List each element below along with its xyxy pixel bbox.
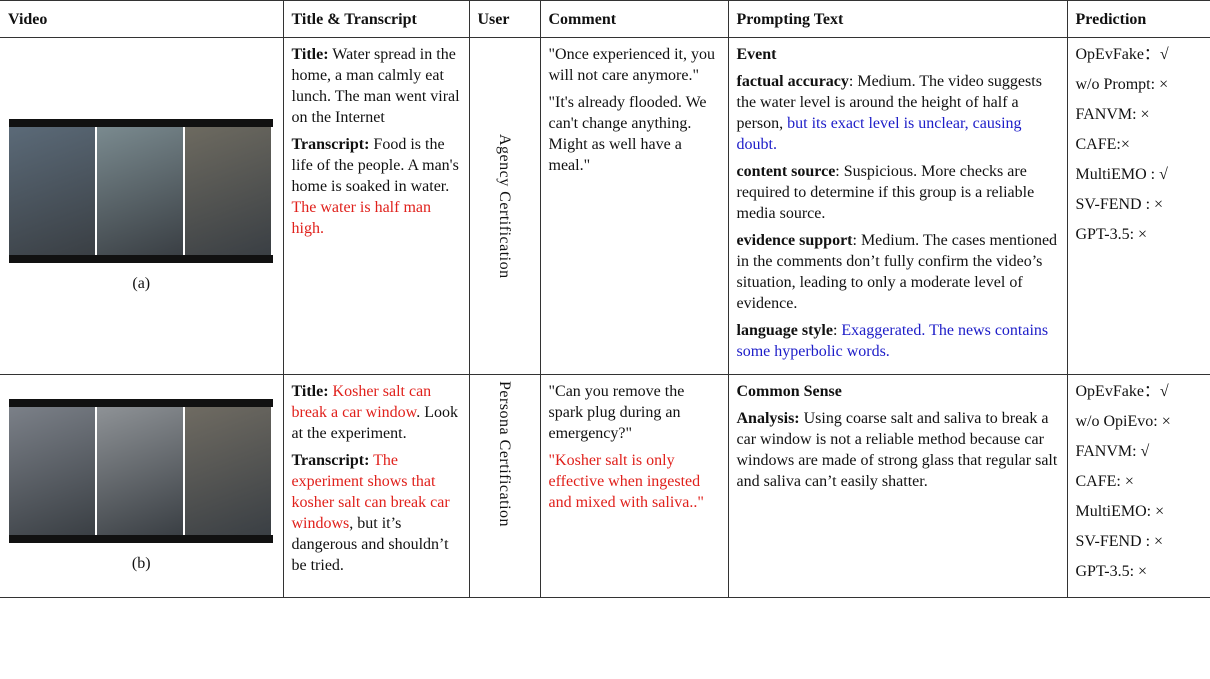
prediction: CAFE:×	[1075, 136, 1130, 153]
text-run: . Look at the experiment.	[291, 404, 458, 442]
video-frame	[9, 406, 98, 535]
text-run: factual accuracy	[736, 73, 849, 90]
text-run: Exaggerated. The news contains some hype…	[736, 322, 1049, 360]
prediction: CAFE: ×	[1075, 473, 1134, 490]
table-body: (a) Title: Water spread in the home, a ma…	[0, 37, 1210, 598]
comment: "Kosher salt is only effective when inge…	[549, 450, 720, 513]
prompt-heading: Event	[736, 46, 777, 63]
video-frames	[9, 118, 274, 263]
text-run: language style	[736, 322, 833, 339]
prediction: SV-FEND : ×	[1075, 196, 1164, 213]
text-run: Transcript:	[291, 452, 370, 469]
text-run: The experiment shows that kosher salt ca…	[291, 452, 450, 532]
text-run: The water is half man high.	[291, 199, 432, 237]
text-run: "Kosher salt is only effective when inge…	[548, 452, 704, 511]
text-run: "Can you remove the spark plug during an…	[548, 383, 685, 442]
prediction: OpEvFake：√	[1075, 46, 1169, 63]
text-run: Title:	[291, 383, 329, 400]
user-type: Agency Certification	[496, 133, 513, 279]
results-table: Video Title & Transcript User Comment Prompt…	[0, 0, 1210, 598]
prediction: w/o Prompt: ×	[1075, 76, 1169, 93]
title-transcript-cell: Title: Water spread in the home, a man c…	[282, 37, 469, 375]
text-run: Food is the life of the people. A man's …	[291, 136, 459, 195]
video-frames	[9, 398, 274, 543]
prediction: OpEvFake：√	[1075, 383, 1169, 400]
prediction: w/o OpiEvo: ×	[1075, 413, 1171, 430]
title-paragraph: Transcript: The experiment shows that ko…	[292, 450, 461, 576]
prediction: MultiEMO: ×	[1075, 503, 1165, 520]
column-header: Video	[0, 0, 283, 38]
prediction-cell: OpEvFake：√ w/o Prompt: × FANVM: × CAFE:× Mul…	[1066, 37, 1210, 375]
prediction: SV-FEND : ×	[1075, 533, 1164, 550]
text-run: evidence support	[736, 232, 853, 249]
prediction: FANVM: √	[1075, 443, 1150, 460]
video-frame	[97, 406, 186, 535]
text-run: but its exact level is unclear, causing …	[736, 115, 1022, 153]
example-row: (a) Title: Water spread in the home, a ma…	[0, 37, 1210, 375]
prompt-paragraph: content source: Suspicious. More checks …	[737, 161, 1059, 224]
prediction: GPT-3.5: ×	[1075, 226, 1148, 243]
text-run: content source	[736, 163, 836, 180]
video-cell: (b)	[0, 374, 283, 598]
title-paragraph: Title: Water spread in the home, a man c…	[292, 44, 461, 128]
text-run: Title:	[291, 46, 329, 63]
video-frame	[185, 406, 274, 535]
column-header: Prediction	[1066, 0, 1210, 38]
comment: "It's already flooded. We can't change a…	[549, 92, 720, 176]
prompt-paragraph: factual accuracy: Medium. The video sugg…	[737, 71, 1059, 155]
text-run: : Suspicious. More checks are required t…	[736, 163, 1035, 222]
prediction: FANVM: ×	[1075, 106, 1150, 123]
example-row: (b) Title: Kosher salt can break a car wi…	[0, 374, 1210, 598]
prompt-heading: Common Sense	[736, 383, 842, 400]
column-header: User	[468, 0, 540, 38]
text-run: Water spread in the home, a man calmly e…	[291, 46, 460, 126]
video-frame	[185, 126, 274, 255]
comment-cell: "Can you remove the spark plug during an…	[539, 374, 728, 598]
video-frame	[97, 126, 186, 255]
column-header: Title & Transcript	[282, 0, 469, 38]
title-transcript-cell: Title: Kosher salt can break a car windo…	[282, 374, 469, 598]
text-run: Analysis:	[736, 410, 800, 427]
prediction: GPT-3.5: ×	[1075, 563, 1148, 580]
prompting-cell: Event factual accuracy: Medium. The video…	[727, 37, 1067, 375]
prediction-cell: OpEvFake：√ w/o OpiEvo: × FANVM: √ CAFE: × Mu…	[1066, 374, 1210, 598]
column-header: Prompting Text	[727, 0, 1067, 38]
user-cell: Persona Certification	[468, 374, 540, 598]
video-cell: (a)	[0, 37, 283, 375]
prompt-paragraph: Analysis: Using coarse salt and saliva t…	[737, 408, 1059, 492]
prompting-cell: Common Sense Analysis: Using coarse salt …	[727, 374, 1067, 598]
text-run: : Medium. The video suggests the water l…	[736, 73, 1042, 132]
video-frame	[9, 126, 98, 255]
user-cell: Agency Certification	[468, 37, 540, 375]
text-run: "It's already flooded. We can't change a…	[548, 94, 707, 174]
comment-cell: "Once experienced it, you will not care …	[539, 37, 728, 375]
prompt-paragraph: evidence support: Medium. The cases ment…	[737, 230, 1059, 314]
comment: "Once experienced it, you will not care …	[549, 44, 720, 86]
user-type: Persona Certification	[496, 381, 513, 528]
text-run: :	[832, 322, 842, 339]
text-run: , but it’s dangerous and shouldn’t be tr…	[291, 515, 449, 574]
text-run: Kosher salt can break a car window	[291, 383, 432, 421]
header-row: Video Title & Transcript User Comment Prompt…	[0, 0, 1210, 38]
comment: "Can you remove the spark plug during an…	[549, 381, 720, 444]
text-run: : Medium. The cases mentioned in the com…	[736, 232, 1058, 312]
text-run: "Once experienced it, you will not care …	[548, 46, 715, 84]
title-paragraph: Transcript: Food is the life of the peop…	[292, 134, 461, 239]
video-label: (b)	[131, 554, 151, 572]
prediction: MultiEMO : √	[1075, 166, 1168, 183]
text-run: Transcript:	[291, 136, 370, 153]
prompt-paragraph: language style: Exaggerated. The news co…	[737, 320, 1059, 362]
video-label: (a)	[132, 274, 151, 292]
column-header: Comment	[539, 0, 728, 38]
title-paragraph: Title: Kosher salt can break a car windo…	[292, 381, 461, 444]
text-run: Using coarse salt and saliva to break a …	[736, 410, 1058, 490]
